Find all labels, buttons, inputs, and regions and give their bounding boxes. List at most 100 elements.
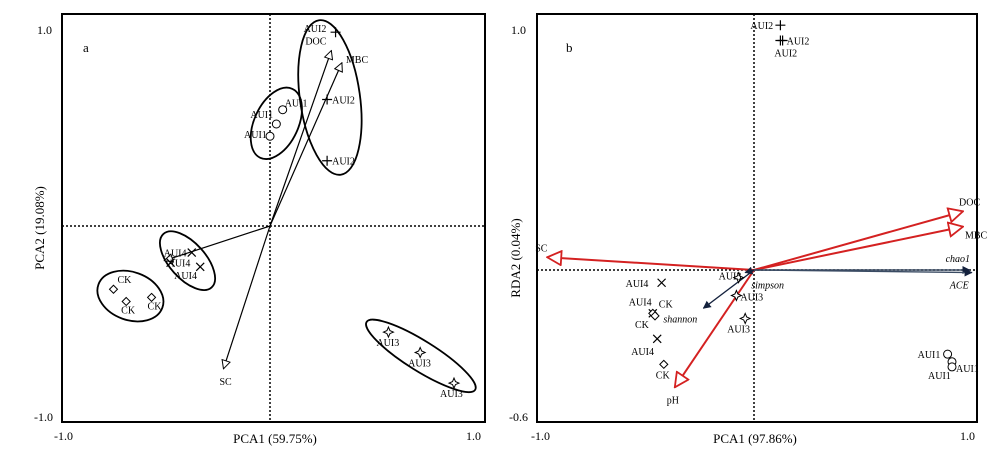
panel-a-vectors: DOC MBC SC	[164, 37, 368, 388]
panel-a-label: a	[83, 40, 89, 55]
vector-arrow	[753, 268, 973, 277]
vector-arrow	[744, 266, 755, 275]
panel-a-points: AUI2AUI2AUI2AUI1AUI1AUI1AUI4AUI4AUI4CKCK…	[108, 24, 463, 400]
panel-a-frame	[61, 13, 486, 423]
panel-a: a 1.0 -1.0 -1.0 1.0 PCA1 (59.75%) PCA2 (…	[32, 13, 486, 446]
point-marker-plus: AUI2	[777, 35, 810, 48]
vector-arrow	[753, 211, 963, 271]
panel-a-xtick-right: 1.0	[466, 429, 481, 443]
point-marker-star: AUI3	[440, 376, 463, 400]
vector-arrow	[223, 225, 271, 369]
point-label: AUI2	[332, 157, 355, 168]
vector-label: DOC	[959, 197, 980, 208]
point-label: AUI3	[719, 272, 742, 283]
ellipse-aui3	[365, 318, 477, 394]
point-label: CK	[635, 320, 650, 331]
vector-label: pH	[667, 395, 679, 406]
point-marker-plus: AUI2	[774, 35, 797, 60]
ellipse-aui2	[297, 19, 363, 176]
vector-arrow	[702, 269, 755, 309]
point-marker-star: AUI3	[376, 325, 399, 349]
point-label: AUI3	[376, 338, 399, 349]
point-label: AUI1	[285, 99, 308, 110]
ellipse-ck	[96, 269, 165, 323]
vector-label: ACE	[949, 281, 969, 292]
point-marker-star: AUI3	[727, 312, 752, 335]
point-marker-x: AUI4	[631, 334, 662, 358]
vector-label: MBC	[346, 55, 369, 66]
point-marker-diamond: CK	[121, 296, 136, 316]
point-marker-diamond: CK	[108, 275, 132, 294]
panel-b-vectors: DOC MBC SC pH chao1 ACE shannon simpson	[535, 197, 987, 406]
panel-b-ytick-bottom: -0.6	[509, 410, 528, 424]
point-marker-diamond: CK	[635, 311, 660, 331]
point-label: AUI2	[774, 49, 797, 60]
panel-b-points: AUI2AUI2AUI2AUI3AUI3AUI3AUI4AUI4AUI4CKCK…	[626, 20, 979, 382]
point-marker-plus: AUI2	[750, 20, 786, 32]
point-label: AUI3	[408, 358, 431, 369]
point-marker-circle: AUI1	[278, 99, 308, 115]
point-label: AUI4	[626, 279, 649, 290]
panel-a-y-axis-title: PCA2 (19.08%)	[32, 186, 47, 270]
point-marker-circle: AUI1	[250, 110, 281, 129]
point-label: AUI2	[787, 37, 810, 48]
point-marker-star: AUI3	[408, 346, 431, 369]
panel-b-frame	[536, 13, 978, 423]
panel-b-y-axis-title: RDA2 (0.04%)	[508, 218, 523, 297]
point-marker-circle: AUI1	[244, 130, 275, 141]
vector-label: MBC	[965, 231, 988, 242]
panel-a-ytick-bottom: -1.0	[34, 410, 53, 424]
point-label: AUI4	[629, 297, 652, 308]
vector-label: SC	[219, 377, 232, 388]
point-marker-star: AUI3	[719, 271, 745, 284]
point-label: AUI3	[440, 389, 463, 400]
panel-a-ytick-top: 1.0	[37, 23, 52, 37]
point-label: AUI3	[740, 293, 763, 304]
vector-arrow-aui4	[164, 225, 271, 261]
panel-a-ellipses	[96, 19, 477, 394]
point-marker-x: AUI4	[164, 248, 197, 260]
vector-arrow	[547, 257, 755, 271]
point-label: CK	[148, 301, 163, 312]
point-marker-circle: AUI1	[928, 362, 957, 382]
point-marker-x: AUI4	[174, 262, 205, 282]
point-marker-diamond: CK	[656, 359, 671, 381]
point-label: AUI4	[631, 347, 654, 358]
point-label: AUI1	[918, 350, 941, 361]
panel-b-ytick-top: 1.0	[511, 23, 526, 37]
point-label: AUI1	[928, 371, 951, 382]
point-label: CK	[656, 370, 671, 381]
point-label: AUI4	[164, 249, 187, 260]
panel-b: b 1.0 -0.6 -1.0 1.0 PCA1 (97.86%) RDA2 (…	[508, 13, 988, 446]
point-label: CK	[117, 275, 132, 286]
panel-a-x-axis-title: PCA1 (59.75%)	[233, 431, 317, 446]
point-marker-circle: AUI1	[918, 349, 953, 361]
vector-label: SC	[535, 243, 548, 254]
point-label: AUI1	[244, 130, 267, 141]
point-marker-plus: AUI2	[322, 94, 355, 107]
point-marker-plus: AUI2	[304, 24, 341, 38]
point-marker-star: AUI3	[730, 289, 763, 304]
point-label: AUI2	[332, 96, 355, 107]
point-marker-plus: AUI2	[322, 155, 355, 168]
point-label: CK	[659, 299, 674, 310]
point-marker-x: AUI4	[166, 258, 191, 270]
vector-label: shannon	[663, 314, 697, 325]
vector-arrow	[675, 269, 755, 387]
point-label: AUI4	[168, 259, 191, 270]
ellipse-aui1	[249, 86, 303, 160]
point-marker-x: AUI4	[626, 278, 667, 290]
vector-arrow	[753, 227, 963, 271]
panel-b-x-axis-title: PCA1 (97.86%)	[713, 431, 797, 446]
panel-b-xtick-right: 1.0	[960, 429, 975, 443]
point-label: AUI1	[956, 364, 979, 375]
panel-b-label: b	[566, 40, 573, 55]
point-label: AUI2	[304, 24, 327, 35]
point-label: CK	[121, 305, 136, 316]
vector-label: chao1	[946, 254, 970, 265]
panel-a-xtick-left: -1.0	[54, 429, 73, 443]
point-label: AUI4	[174, 271, 197, 282]
point-label: AUI2	[750, 21, 773, 32]
point-marker-diamond: CK	[146, 292, 163, 312]
vector-label: DOC	[305, 37, 326, 48]
